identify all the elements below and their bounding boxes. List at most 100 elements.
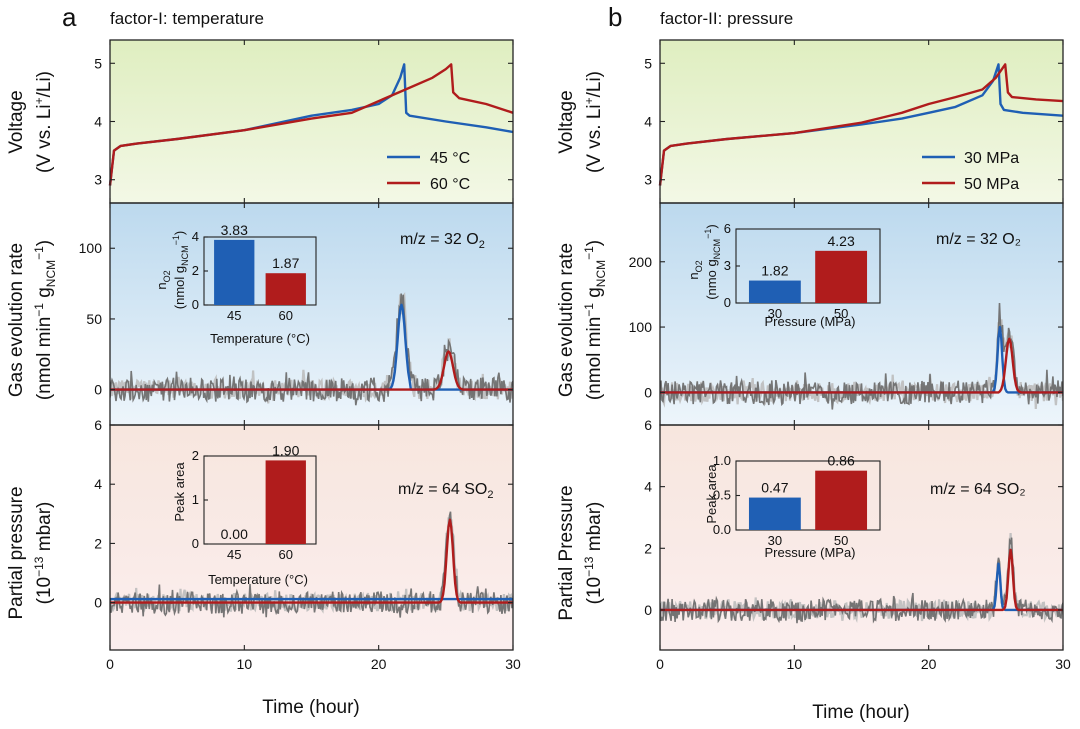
a-pressure-xtick-label-3: 30 (505, 656, 521, 672)
b-pressure-series-1-fit (660, 548, 1063, 612)
b-pressure-xtick-label-3: 30 (1055, 656, 1071, 672)
a-gas-ylabel: Gas evolution rate (nmol min−1 gNCM−1) (6, 240, 58, 400)
svg-text:(nmo gNCM−1): (nmo gNCM−1) (703, 224, 722, 300)
a-gas-inset-bar-0 (214, 239, 255, 305)
svg-text:Gas evolution rate: Gas evolution rate (6, 243, 27, 397)
b-voltage-ytick-label-1: 4 (644, 114, 652, 130)
b-legend-red-label: 50 MPa (964, 176, 1019, 193)
a-gas-inset-ytick-label-1: 2 (192, 263, 199, 278)
svg-text:nO2: nO2 (686, 260, 704, 279)
b-gas-inset-ylabel: nO2 (nmo gNCM−1) (686, 224, 722, 300)
b-voltage-ylabel: Voltage (V vs. Li+/Li) (556, 71, 605, 173)
a-pressure-inset-ylabel: Peak area (172, 462, 187, 522)
b-gas-inset-bar-label-0: 1.82 (761, 263, 788, 279)
b-pressure-inset-category-0: 30 (768, 533, 782, 548)
a-gas-inset-ylabel: nO2 (nmol gNCM−1) (154, 231, 190, 309)
a-gas-inset-ytick-label-2: 4 (192, 229, 199, 244)
b-pressure-inset-bar-0 (748, 497, 801, 530)
a-gas-inset-xlabel: Temperature (°C) (210, 331, 310, 346)
b-gas-chart: 0 100 200 (629, 203, 1064, 425)
a-gas-series-1-fit (110, 350, 513, 391)
b-gas-inset-bar-label-1: 4.23 (827, 233, 854, 249)
svg-text:Partial Pressure: Partial Pressure (556, 485, 577, 620)
b-gas-ylabel: Gas evolution rate (nmol min−1 gNCM−1) (556, 240, 608, 400)
a-pressure-inset-bar-label-0: 0.00 (221, 526, 248, 542)
a-pressure-inset-category-0: 45 (227, 547, 241, 562)
b-pressure-chart: 0 2 4 6 0 10 20 30 (644, 417, 1071, 672)
b-voltage-ytick-label-0: 3 (644, 172, 652, 188)
a-legend: 45 °C 60 °C (387, 150, 470, 193)
b-gas-inset-ytick-label-1: 3 (724, 258, 731, 273)
b-gas-inset-bar-0 (748, 280, 801, 303)
b-gas-inset-xlabel: Pressure (MPa) (764, 314, 855, 329)
b-gas-inset-category-0: 30 (768, 306, 782, 321)
a-gas-inset-bar-label-1: 1.87 (272, 255, 299, 271)
b-pressure-inset-bar-1 (815, 470, 868, 530)
b-pressure-ytick-label-1: 2 (644, 540, 652, 556)
a-voltage-series-1-line (108, 63, 514, 186)
b-pressure-inset-ytick-label-2: 1.0 (713, 453, 731, 468)
a-pressure-ytick-label-2: 4 (94, 476, 102, 492)
b-gas-ytick-label-0: 0 (644, 384, 652, 400)
svg-text:nO2: nO2 (154, 270, 172, 289)
a-gas-ytick-label-2: 100 (79, 240, 103, 256)
b-pressure-ytick-label-2: 4 (644, 479, 652, 495)
a-pressure-annotation: m/z = 64 SO2 (398, 481, 494, 501)
svg-text:(10−13 mbar): (10−13 mbar) (582, 502, 605, 605)
a-pressure-inset-category-1: 60 (279, 547, 293, 562)
a-pressure-inset-bar-chart: 0.00 45 1.90 60 0 1 2 (192, 442, 317, 562)
a-gas-inset-category-0: 45 (227, 308, 241, 323)
b-pressure-xtick-label-0: 0 (656, 656, 664, 672)
svg-text:Partial pressure: Partial pressure (6, 486, 27, 619)
b-gas-inset-bar-chart: 1.82 30 4.23 50 0 3 6 (724, 221, 881, 321)
a-pressure-series-1-fit (110, 518, 513, 604)
panel-b-factor-title: factor-II: pressure (660, 9, 793, 28)
a-gas-annotation: m/z = 32 O2 (400, 231, 485, 251)
svg-text:Gas evolution rate: Gas evolution rate (556, 243, 577, 397)
b-pressure-xtick-label-1: 10 (787, 656, 803, 672)
a-pressure-inset-xlabel: Temperature (°C) (208, 572, 308, 587)
b-legend-blue-label: 30 MPa (964, 150, 1019, 167)
b-x-axis-label: Time (hour) (812, 702, 909, 723)
a-gas-inset-bar-1 (265, 273, 306, 305)
a-gas-ytick-label-0: 0 (94, 382, 102, 398)
a-voltage-ytick-label-1: 4 (94, 114, 102, 130)
b-gas-series-1-fit (660, 337, 1063, 394)
a-pressure-frame (109, 424, 514, 651)
a-legend-red-label: 60 °C (430, 176, 470, 193)
a-pressure-inset-ytick-label-0: 0 (192, 536, 199, 551)
b-pressure-xtick-label-2: 20 (921, 656, 937, 672)
b-gas-inset-ytick-label-0: 0 (724, 295, 731, 310)
a-legend-blue-label: 45 °C (430, 150, 470, 167)
a-gas-chart: 0 50 100 (79, 203, 514, 425)
a-gas-noise-dark-trace (110, 293, 513, 406)
b-pressure-inset-ylabel: Peak area (704, 464, 719, 524)
a-gas-inset-category-1: 60 (279, 308, 293, 323)
a-voltage-ytick-label-0: 3 (94, 172, 102, 188)
b-pressure-ytick-label-3: 6 (644, 417, 652, 433)
b-pressure-inset-bar-chart: 0.47 30 0.86 50 0.0 0.5 1.0 (713, 453, 881, 548)
panel-a-letter: a (62, 2, 77, 32)
a-gas-inset-bar-label-0: 3.83 (221, 222, 248, 238)
b-legend: 30 MPa 50 MPa (922, 150, 1019, 193)
a-pressure-xtick-label-1: 10 (237, 656, 253, 672)
b-pressure-ytick-label-0: 0 (644, 602, 652, 618)
b-gas-ytick-label-2: 200 (629, 254, 653, 270)
a-pressure-ytick-label-3: 6 (94, 417, 102, 433)
svg-text:Voltage: Voltage (6, 90, 27, 153)
a-voltage-ytick-label-2: 5 (94, 55, 102, 71)
a-pressure-inset-ytick-label-1: 1 (192, 492, 199, 507)
b-pressure-frame (659, 424, 1064, 651)
panel-a-factor-title: factor-I: temperature (110, 9, 264, 28)
panel-b-letter: b (608, 2, 622, 32)
b-pressure-inset-bar-label-0: 0.47 (761, 480, 788, 496)
a-voltage-ylabel: Voltage (V vs. Li+/Li) (6, 71, 55, 173)
b-pressure-inset-ytick-label-1: 0.5 (713, 488, 731, 503)
svg-text:(nmol min−1 gNCM−1): (nmol min−1 gNCM−1) (582, 240, 608, 400)
a-pressure-inset-bar-label-1: 1.90 (272, 442, 299, 458)
b-gas-inset-bar-1 (815, 250, 868, 303)
b-gas-ytick-label-1: 100 (629, 319, 653, 335)
